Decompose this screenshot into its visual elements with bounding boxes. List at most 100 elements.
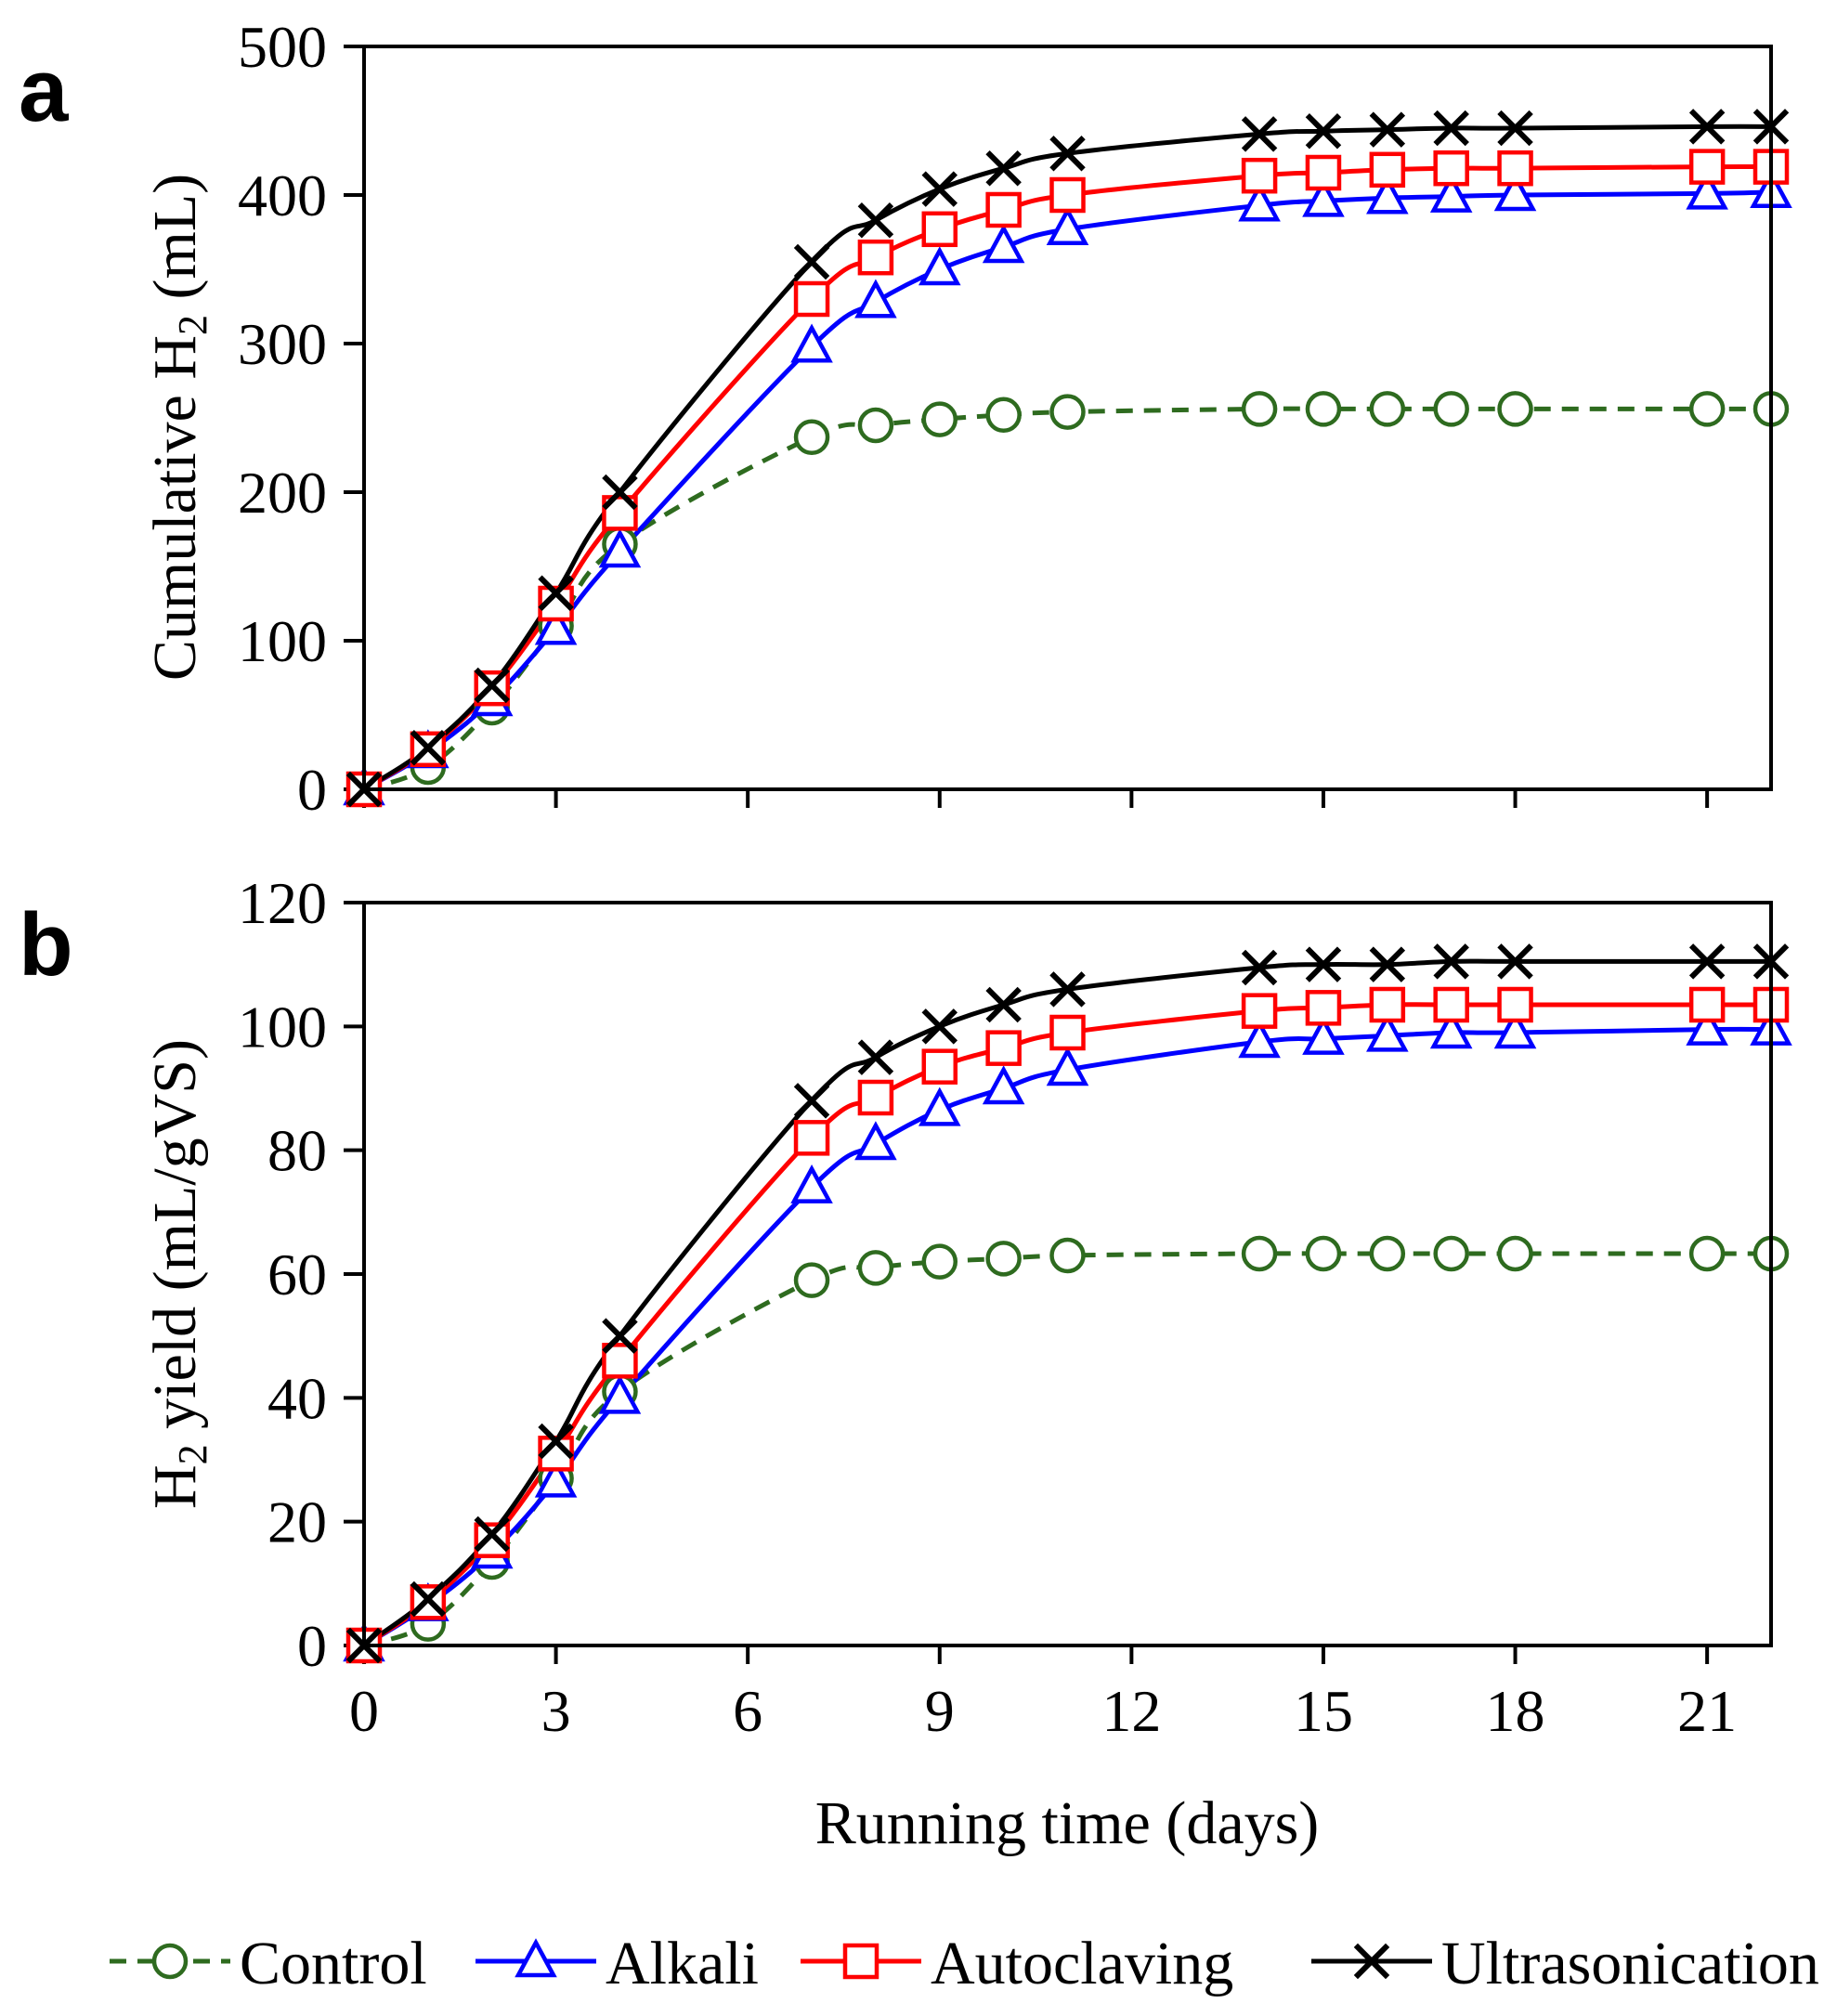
panel-b-ultrasonication-point xyxy=(921,1008,958,1045)
panel-a-ultrasonication-point xyxy=(793,243,830,280)
panel-a-control-point xyxy=(1497,391,1533,427)
panel-b-alkali-point xyxy=(982,1065,1025,1105)
panel-b-control-point xyxy=(793,1262,830,1298)
legend-ultrasonication-label: Ultrasonication xyxy=(1441,1930,1819,1997)
panel-b-control-point xyxy=(985,1241,1022,1277)
panel-a-alkali-point xyxy=(1238,182,1281,222)
panel-b-label: b xyxy=(19,895,73,995)
legend-alkali-label: Alkali xyxy=(606,1930,759,1997)
panel-b-ytick-label: 60 xyxy=(267,1242,327,1307)
panel-b-autoclaving-point xyxy=(1497,986,1533,1023)
panel-b-autoclaving-point xyxy=(857,1079,894,1116)
panel-b-ultrasonication-point xyxy=(474,1515,510,1553)
panel-a-alkali-point xyxy=(1046,206,1089,246)
panel-b-y-axis-title: H2 yield (mL/gVS) xyxy=(141,1039,215,1509)
panel-b-alkali-point xyxy=(1493,1009,1537,1049)
panel-b-autoclaving-point xyxy=(1369,986,1406,1023)
panel-b-alkali-point xyxy=(1046,1047,1089,1086)
panel-a-y-axis-title: Cumulative H2 (mL) xyxy=(141,174,215,681)
panel-a-autoclaving-point xyxy=(1305,154,1342,191)
panel-b-xtick-label: 15 xyxy=(1294,1678,1353,1744)
panel-b-autoclaving-point xyxy=(1049,1014,1086,1051)
panel-a-alkali-point xyxy=(854,279,897,319)
panel-b-ultrasonication-point xyxy=(602,1318,638,1354)
panel-a-ultrasonication-point xyxy=(921,171,958,207)
panel-b: b H2 yield (mL/gVS) 0 20 40 60 80 100 120 0 3 6 9 1… xyxy=(19,870,1792,1744)
panel-b-xtick-label: 0 xyxy=(349,1678,379,1744)
panel-b-control-point xyxy=(1433,1235,1469,1272)
panel-a-alkali-point xyxy=(1493,172,1537,212)
panel-a-ytick-label: 500 xyxy=(238,14,327,80)
panel-b-ultrasonication-point xyxy=(857,1039,894,1075)
x-axis-title: Running time (days) xyxy=(815,1789,1320,1857)
panel-a-ultrasonication-point xyxy=(1049,135,1086,172)
panel-b-ytick-label: 100 xyxy=(238,994,327,1060)
panel-a-label: a xyxy=(19,41,69,140)
panel-a-ultrasonication-point xyxy=(538,575,574,612)
panel-b-control-point xyxy=(857,1250,894,1286)
panel-b-ultrasonication-point xyxy=(538,1423,574,1460)
panel-a-autoclaving-point xyxy=(793,280,830,318)
panel-a-ytick-label: 300 xyxy=(238,311,327,377)
panel-b-ytick-label: 20 xyxy=(267,1489,327,1555)
legend-autoclaving-marker xyxy=(842,1943,879,1980)
panel-b-ultrasonication-point xyxy=(1241,949,1278,986)
panel-b-autoclaving-point xyxy=(985,1030,1022,1066)
panel-a-control-point xyxy=(1305,391,1342,427)
legend-alkali-marker xyxy=(515,1938,557,1978)
panel-a-control-point xyxy=(1369,391,1406,427)
panel-b-ultrasonication-point xyxy=(1688,943,1726,980)
panel-b-alkali-point xyxy=(1302,1015,1345,1055)
panel-a-ultrasonication-point xyxy=(474,667,510,704)
panel-a-ultrasonication-point xyxy=(602,474,638,511)
panel-b-autoclaving-point xyxy=(602,1343,638,1379)
panel-b-ultrasonication-point xyxy=(1369,946,1406,982)
panel-b-autoclaving-point xyxy=(1433,986,1469,1023)
panel-b-alkali-point xyxy=(1238,1019,1281,1059)
panel-b-alkali-point xyxy=(598,1374,642,1414)
panel-b-ultrasonication-point xyxy=(985,986,1022,1023)
panel-b-alkali-point xyxy=(534,1458,578,1498)
panel-a-ultrasonication-point xyxy=(857,202,894,239)
panel-a-control-point xyxy=(857,407,894,444)
panel-a-autoclaving-point xyxy=(857,239,894,276)
panel-a-ytick-label: 0 xyxy=(297,757,327,823)
panel-a-alkali-point xyxy=(1429,173,1473,213)
panel-b-ultrasonication-point xyxy=(1497,943,1533,980)
panel-b-ultrasonication-point xyxy=(1049,971,1086,1008)
panel-b-ytick-label: 40 xyxy=(267,1365,327,1431)
panel-b-plot-frame xyxy=(362,901,1773,1647)
panel-a-control-point xyxy=(1241,391,1278,427)
panel-a-ultrasonication-point xyxy=(410,729,447,766)
panel-a-alkali-point xyxy=(534,605,578,645)
panel-a-alkali-point xyxy=(982,224,1025,264)
panel-a-ytick-label: 100 xyxy=(238,608,327,674)
panel-a-autoclaving-point xyxy=(1369,151,1406,189)
panel-a-ultrasonication-point xyxy=(1433,110,1469,147)
panel-a-control-point xyxy=(1433,391,1469,427)
panel-a-ultrasonication-point xyxy=(1241,116,1278,152)
panel-a-control-point xyxy=(793,419,830,456)
panel-a-ultrasonication-point xyxy=(1305,112,1342,150)
panel-a-alkali-point xyxy=(598,528,642,568)
panel-b-control-point xyxy=(1305,1235,1342,1272)
panel-b-xtick-label: 6 xyxy=(733,1678,762,1744)
panel-a-control-point xyxy=(1049,394,1086,430)
panel-a-ytick-label: 200 xyxy=(238,460,327,526)
legend: Control Alkali Autoclaving Ultrasonication xyxy=(110,1930,1819,1997)
panel-b-control-point xyxy=(1369,1235,1406,1272)
panel-b-xtick-label: 21 xyxy=(1677,1678,1737,1744)
panel-a-alkali-point xyxy=(918,246,961,286)
panel-b-control-point xyxy=(1049,1237,1086,1274)
panel-b-autoclaving-point xyxy=(921,1048,958,1085)
panel-a-alkali-point xyxy=(1686,170,1728,210)
panel-a-autoclaving-point xyxy=(985,191,1022,228)
panel-a-autoclaving-point xyxy=(921,211,958,248)
panel-b-control-point xyxy=(1497,1235,1533,1272)
panel-a-autoclaving-point xyxy=(1433,150,1469,187)
panel-a-ultrasonication-point xyxy=(1369,111,1406,148)
panel-a-ultrasonication-point xyxy=(985,150,1022,187)
panel-b-autoclaving-point xyxy=(1241,993,1278,1029)
legend-autoclaving-label: Autoclaving xyxy=(931,1930,1233,1997)
panel-a-autoclaving-point xyxy=(1497,150,1533,187)
